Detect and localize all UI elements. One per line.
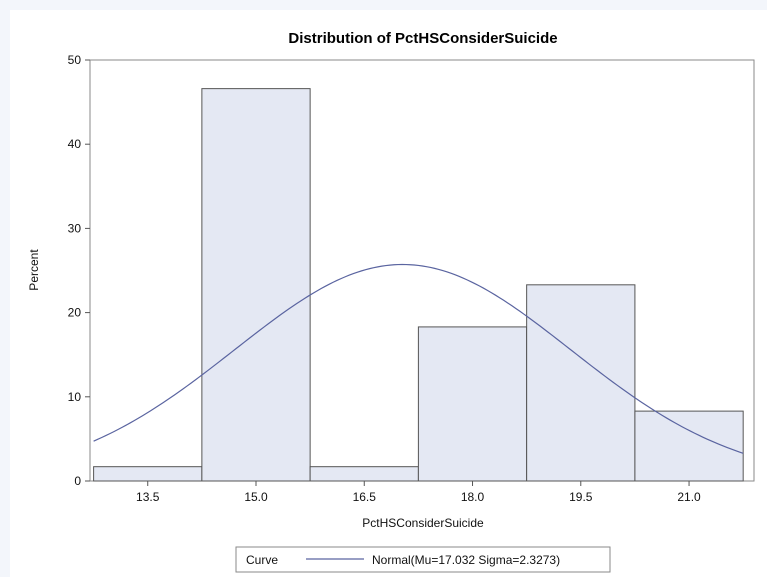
y-tick-label-0: 0 — [74, 474, 81, 488]
x-tick-label-1: 15.0 — [244, 490, 268, 504]
y-tick-label-3: 30 — [68, 221, 82, 235]
x-axis-label: PctHSConsiderSuicide — [362, 516, 484, 530]
x-tick-label-2: 16.5 — [353, 490, 377, 504]
y-axis: 0 10 20 30 40 50 — [68, 53, 90, 488]
normal-curve — [93, 263, 744, 454]
legend-title: Curve — [246, 553, 278, 567]
histogram-bar-5 — [634, 410, 744, 482]
y-tick-label-1: 10 — [68, 390, 82, 404]
x-tick-label-5: 21.0 — [677, 490, 701, 504]
x-tick-label-0: 13.5 — [136, 490, 160, 504]
legend-box — [235, 546, 611, 573]
y-tick-label-2: 20 — [68, 306, 82, 320]
chart-title: Distribution of PctHSConsiderSuicide — [288, 30, 557, 47]
y-tick-label-4: 40 — [68, 137, 82, 151]
histogram-bar-1 — [201, 88, 311, 482]
y-tick-label-5: 50 — [68, 53, 82, 67]
x-tick-label-4: 19.5 — [569, 490, 593, 504]
histogram-bar-2 — [309, 466, 419, 482]
x-axis: 13.5 15.0 16.5 18.0 19.5 21.0 — [136, 481, 701, 504]
legend: Curve Normal(Mu=17.032 Sigma=2.3273) — [235, 546, 611, 573]
histogram-bar-0 — [93, 466, 203, 482]
histogram-bar-3 — [417, 326, 528, 482]
histogram-bars — [93, 88, 744, 482]
histogram-bar-4 — [526, 284, 636, 482]
legend-entry-label: Normal(Mu=17.032 Sigma=2.3273) — [372, 553, 560, 567]
y-axis-label: Percent — [27, 249, 41, 291]
x-tick-label-3: 18.0 — [461, 490, 485, 504]
